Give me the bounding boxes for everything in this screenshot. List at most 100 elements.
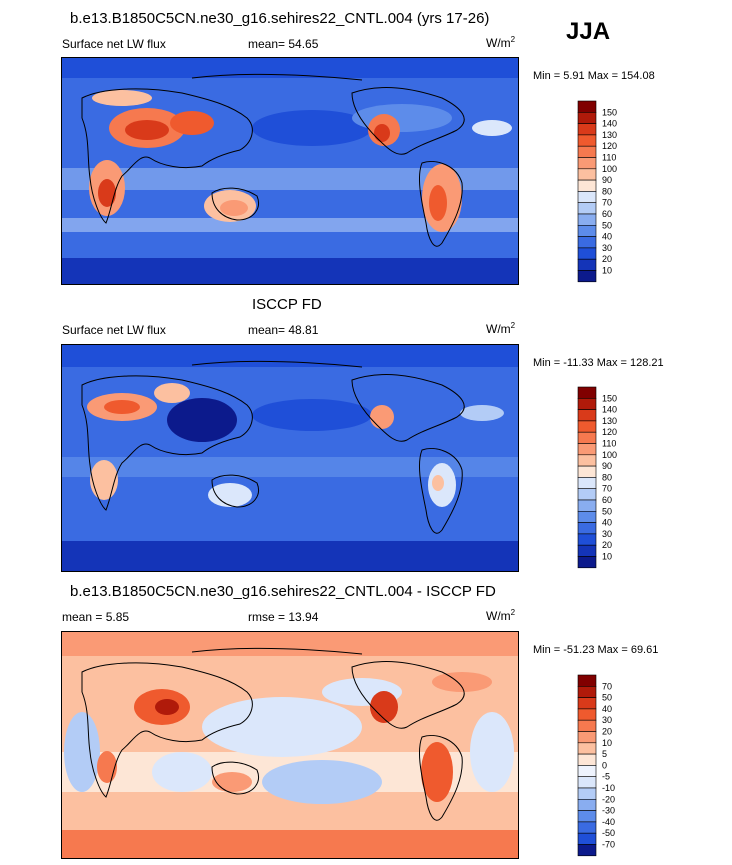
colorbar-tick-label: 150 <box>602 393 617 403</box>
colorbar-swatch <box>577 511 597 523</box>
colorbar-tick-label: 100 <box>602 164 617 174</box>
colorbar-tick-label: 10 <box>602 552 612 562</box>
colorbar-tick-label: 70 <box>602 484 612 494</box>
colorbar-swatch <box>577 202 597 215</box>
colorbar-tick-label: 100 <box>602 450 617 460</box>
colorbar-swatch <box>577 556 597 569</box>
panel-2-mean-label: mean= 48.81 <box>248 323 319 337</box>
colorbar-tick-label: 140 <box>602 119 617 129</box>
colorbar-tick-label: 80 <box>602 472 612 482</box>
colorbar-tick-label: 110 <box>602 153 616 163</box>
colorbar-swatch <box>577 844 597 857</box>
colorbar-swatch <box>577 431 597 444</box>
colorbar-swatch <box>577 697 597 710</box>
colorbar-swatch <box>577 409 597 422</box>
colorbar-tick-label: 50 <box>602 220 612 230</box>
colorbar-tick-label: 110 <box>602 439 616 449</box>
panel-3-min-max: Min = -51.23 Max = 69.61 <box>533 644 659 656</box>
colorbar-swatch <box>577 821 597 834</box>
colorbar-swatch <box>577 443 597 456</box>
colorbar-tick-label: 60 <box>602 209 612 219</box>
panel-2-colorbar: 150 140 130 120 110 100 90 80 70 60 50 40 30 20 10 <box>576 386 646 575</box>
colorbar-tick-label: 70 <box>602 198 612 208</box>
colorbar-tick-label: -5 <box>602 772 610 782</box>
colorbar-tick-label: 40 <box>602 518 612 528</box>
colorbar-swatch <box>577 832 597 845</box>
panel-1-map <box>61 57 519 285</box>
panel-3-rmse-label: rmse = 13.94 <box>248 610 319 624</box>
colorbar-swatch <box>577 465 597 478</box>
panel-1-units: W/m2 <box>486 35 516 50</box>
colorbar-swatch <box>577 112 597 124</box>
colorbar-swatch <box>577 420 597 433</box>
colorbar-tick-label: 50 <box>602 693 612 703</box>
colorbar-tick-label: 90 <box>602 175 612 185</box>
colorbar-tick-label: -50 <box>602 828 615 838</box>
colorbar-swatch <box>577 225 597 237</box>
colorbar-tick-label: 50 <box>602 506 612 516</box>
colorbar-tick-label: 30 <box>602 243 612 253</box>
season-label: JJA <box>566 18 611 45</box>
panel-2-variable-label: Surface net LW flux <box>62 323 166 337</box>
panel-2-field <box>62 345 518 571</box>
panel-1-title: b.e13.B1850C5CN.ne30_g16.sehires22_CNTL.… <box>70 10 490 27</box>
colorbar-tick-label: 130 <box>602 130 617 140</box>
colorbar-tick-label: 20 <box>602 254 612 264</box>
colorbar-tick-label: -30 <box>602 806 615 816</box>
colorbar-tick-label: -10 <box>602 783 615 793</box>
colorbar-swatch <box>577 810 597 823</box>
colorbar-swatch <box>577 157 597 170</box>
colorbar-tick-label: 150 <box>602 107 617 117</box>
panel-2-units: W/m2 <box>486 321 516 336</box>
colorbar-swatch <box>577 787 597 800</box>
colorbar-tick-label: 10 <box>602 738 612 748</box>
panel-3-units: W/m2 <box>486 608 516 623</box>
colorbar-tick-label: 60 <box>602 495 612 505</box>
colorbar-swatch <box>577 765 597 778</box>
colorbar-swatch <box>577 258 597 271</box>
panel-1-colorbar: 150 140 130 120 110 100 90 80 70 60 50 40 30 20 10 <box>576 100 646 289</box>
colorbar-swatch <box>577 145 597 158</box>
panel-3-colorbar: 70 50 40 30 20 10 5 0 -5 -10 -20 -30 -40 -50 -70 <box>576 674 646 863</box>
panel-2-map <box>61 344 519 572</box>
colorbar-swatch <box>577 191 597 204</box>
colorbar-tick-label: 80 <box>602 186 612 196</box>
colorbar-swatch <box>577 499 597 512</box>
panel-3-title: b.e13.B1850C5CN.ne30_g16.sehires22_CNTL.… <box>70 583 496 600</box>
colorbar-tick-label: 120 <box>602 427 617 437</box>
panel-1-mean-label: mean= 54.65 <box>248 37 319 51</box>
colorbar-swatch <box>577 742 597 755</box>
colorbar-swatch <box>577 708 597 721</box>
colorbar-swatch <box>577 731 597 744</box>
colorbar-tick-label: 40 <box>602 232 612 242</box>
colorbar-tick-label: 70 <box>602 681 612 691</box>
panel-3-map <box>61 631 519 859</box>
colorbar-swatch <box>577 753 597 766</box>
colorbar-swatch <box>577 799 597 811</box>
colorbar-tick-label: 0 <box>602 760 607 770</box>
colorbar-tick-label: 140 <box>602 405 617 415</box>
panel-1-variable-label: Surface net LW flux <box>62 37 166 51</box>
panel-3-field <box>62 632 518 858</box>
colorbar-swatch <box>577 674 597 687</box>
colorbar-swatch <box>577 488 597 501</box>
colorbar-swatch <box>577 533 597 546</box>
colorbar-tick-label: 30 <box>602 529 612 539</box>
panel-1-field <box>62 58 518 284</box>
panel-2-min-max: Min = -11.33 Max = 128.21 <box>533 357 664 369</box>
colorbar-tick-label: 5 <box>602 749 607 759</box>
colorbar-swatch <box>577 100 597 113</box>
colorbar-swatch <box>577 134 597 147</box>
colorbar-tick-label: 30 <box>602 715 612 725</box>
colorbar-swatch <box>577 719 597 732</box>
colorbar-tick-label: -20 <box>602 794 615 804</box>
panel-1-min-max: Min = 5.91 Max = 154.08 <box>533 70 655 82</box>
colorbar-swatch <box>577 477 597 490</box>
colorbar-swatch <box>577 386 597 399</box>
colorbar-swatch <box>577 454 597 467</box>
colorbar-swatch <box>577 168 597 181</box>
colorbar-swatch <box>577 686 597 698</box>
